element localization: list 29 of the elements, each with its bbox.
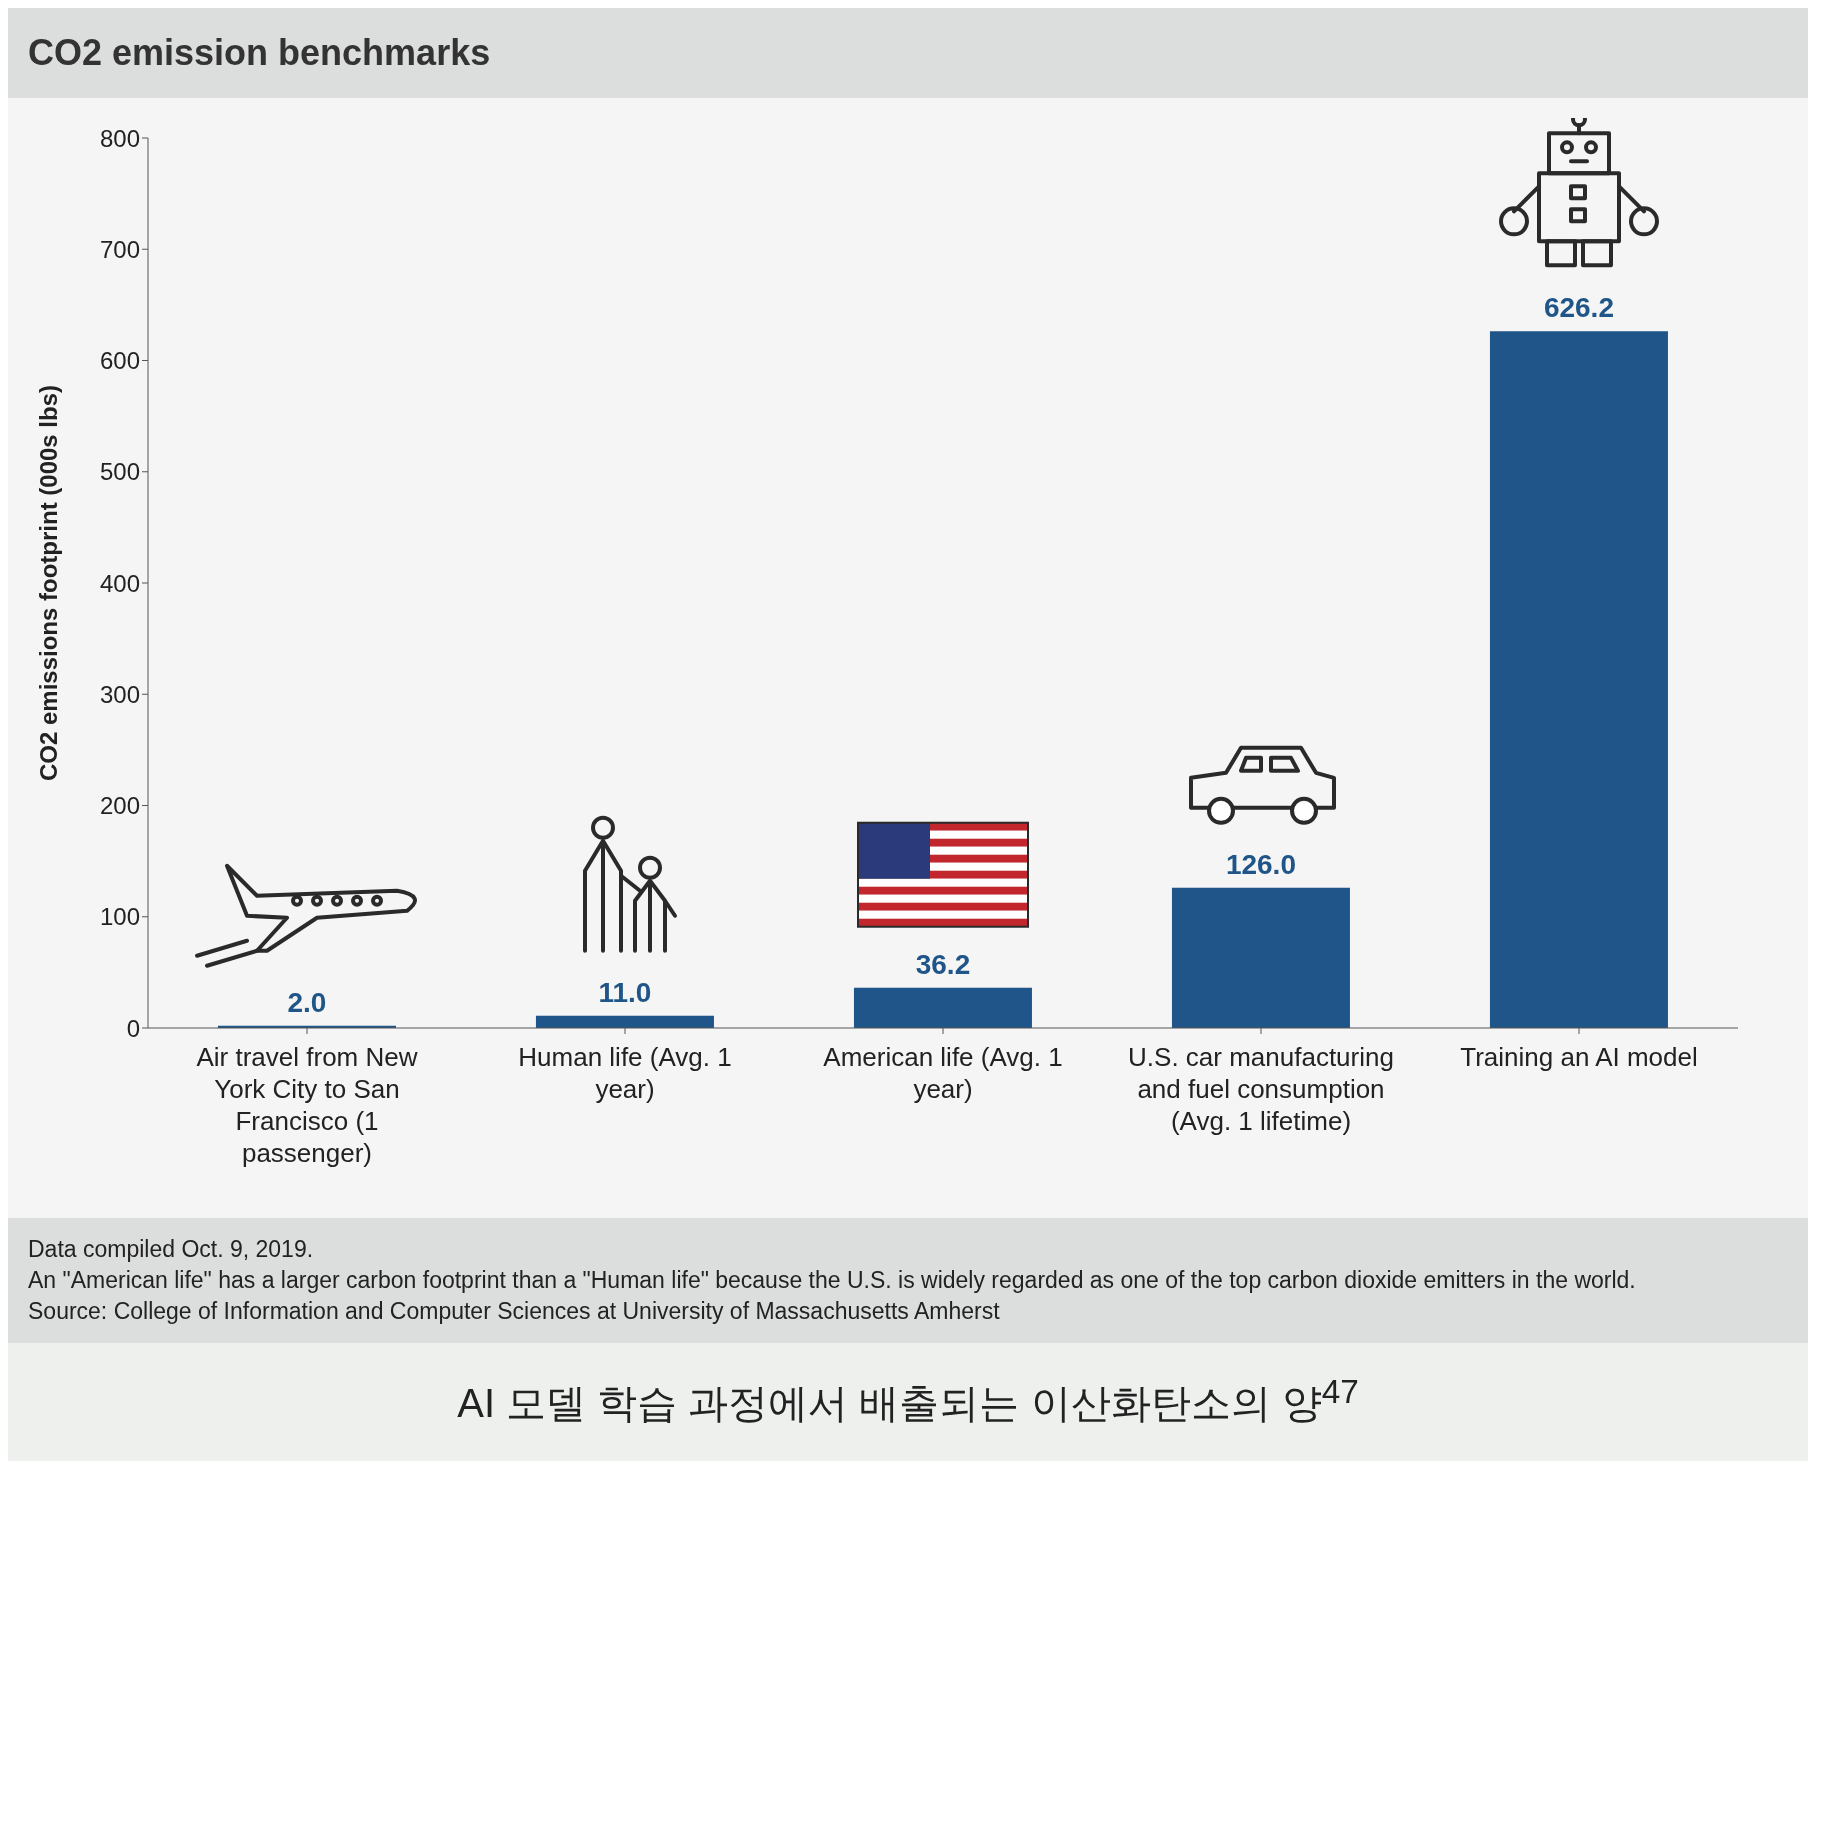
x-tick-label: Human life (Avg. 1 year) (518, 1042, 732, 1104)
bar (1489, 331, 1668, 1028)
y-tick-label: 200 (99, 792, 140, 820)
y-tick-label: 0 (126, 1014, 140, 1042)
data-label: 126.0 (1225, 848, 1296, 880)
y-tick-label: 800 (99, 124, 140, 152)
data-label: 36.2 (915, 948, 971, 980)
source-note: Source: College of Information and Computer Sciences at University of Massachusetts Amherst (28, 1297, 1001, 1327)
y-tick-label: 100 (99, 903, 140, 931)
y-tick-label: 500 (99, 458, 140, 486)
x-tick-label: U.S. car manufacturing and fuel consumption (Avg. 1 lifetime) (1128, 1042, 1394, 1136)
y-tick-label: 400 (99, 569, 140, 597)
data-label: 626.2 (1543, 292, 1614, 324)
x-tick-label: Training an AI model (1460, 1042, 1698, 1072)
bar (853, 987, 1032, 1028)
bar (1171, 887, 1350, 1028)
x-tick-label: American life (Avg. 1 year) (823, 1042, 1063, 1104)
x-tick-label: Air travel from New York City to San Francisco (1 passenger) (196, 1042, 418, 1168)
y-tick-label: 700 (99, 235, 140, 263)
bar (535, 1015, 714, 1028)
text: An "American life" has a larger carbon footprint than a "Human life" because the U.S. is widely regarded as one of the top carbon dioxide emitters in the world. (28, 1266, 1637, 1296)
y-tick-label: 300 (99, 680, 140, 708)
y-tick-label: 600 (99, 347, 140, 375)
data-label: 2.0 (287, 986, 327, 1018)
data-label: 11.0 (598, 976, 652, 1008)
y-axis-title: CO2 emissions footprint (000s lbs) (34, 384, 62, 782)
text: Data compiled Oct. 9, 2019. (28, 1235, 315, 1264)
text: AI 모델 학습 과정에서 배출되는 이산화탄소의 양$^{47}$ (456, 1373, 1360, 1428)
chart-title: CO2 emission benchmarks (8, 8, 1808, 98)
